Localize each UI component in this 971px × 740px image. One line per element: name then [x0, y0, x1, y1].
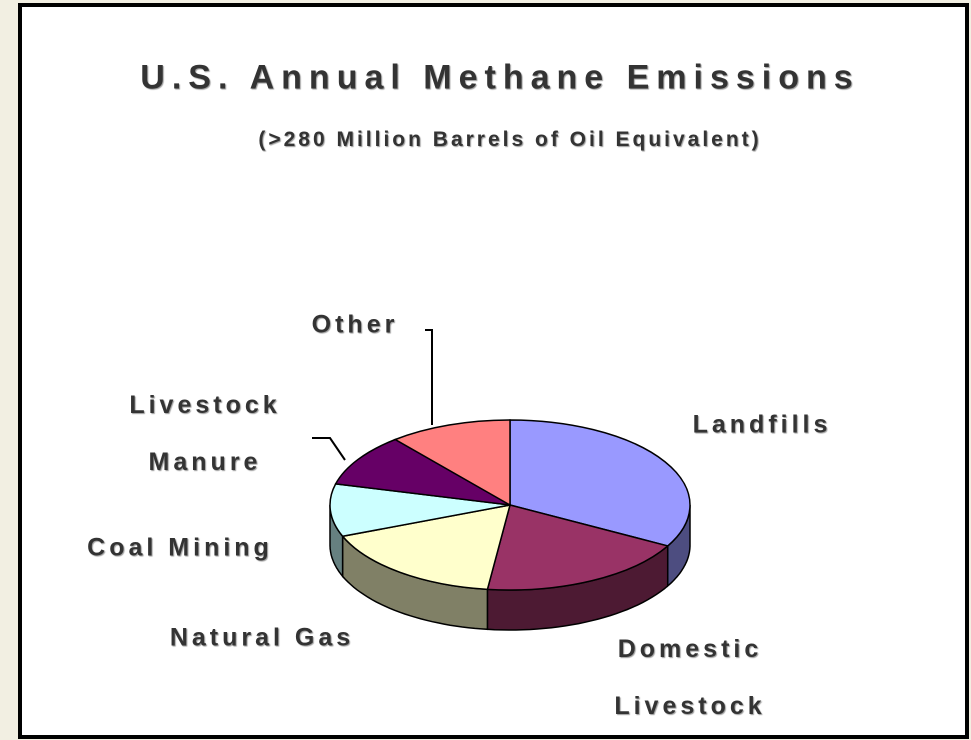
slice-label: Domestic Livestock — [614, 635, 766, 720]
slice-label: Landfills — [692, 410, 832, 439]
leader-line — [312, 437, 346, 461]
slice — [486, 504, 670, 591]
slice-label: Coal Mining — [87, 533, 273, 562]
slice — [393, 419, 511, 507]
pie — [329, 419, 691, 631]
slice-label: Other — [311, 310, 399, 339]
slice — [334, 438, 511, 506]
chart-subtitle: (>280 Million Barrels of Oil Equivalent) — [258, 128, 762, 151]
slice — [341, 504, 512, 591]
slice — [329, 483, 511, 538]
slice-label: Natural Gas — [169, 623, 355, 652]
slice-label: Livestock Manure — [129, 391, 281, 476]
chart-title: U.S. Annual Methane Emissions — [140, 58, 860, 97]
slice — [509, 419, 691, 547]
leader-line — [425, 329, 433, 425]
